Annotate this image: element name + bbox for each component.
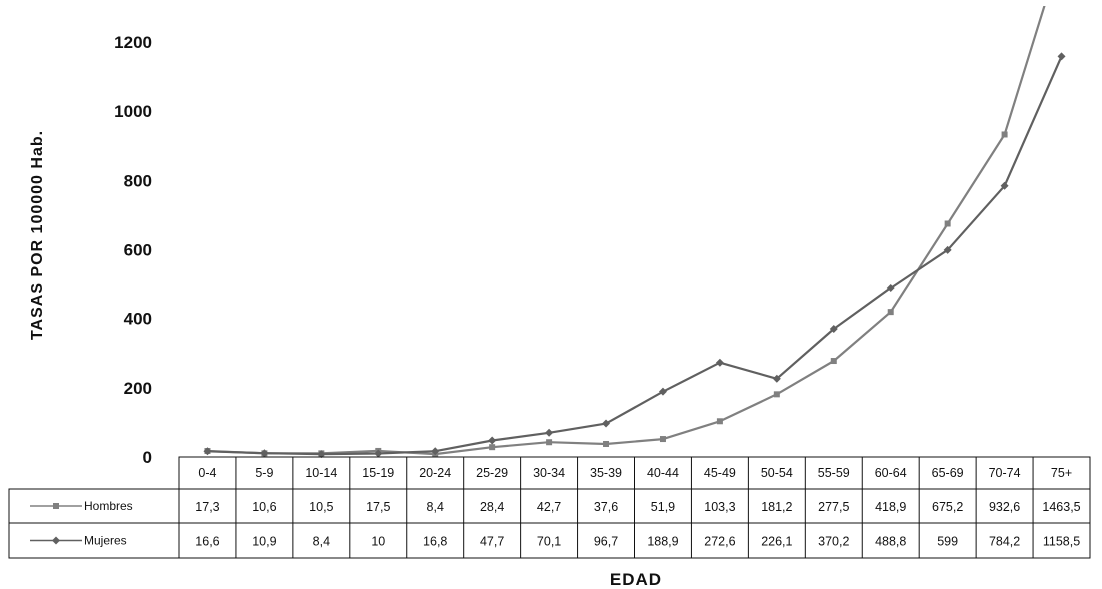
point-mujeres <box>602 419 611 428</box>
legend-label-mujeres: Mujeres <box>84 534 127 548</box>
x-category-label: 40-44 <box>647 466 679 480</box>
data-label: 16,8 <box>423 535 447 549</box>
data-label: 1158,5 <box>1043 535 1080 549</box>
data-label: 10,9 <box>252 535 276 549</box>
point-mujeres <box>545 428 554 437</box>
x-category-label: 70-74 <box>989 466 1021 480</box>
point-mujeres <box>772 374 781 383</box>
x-category-label: 30-34 <box>533 466 565 480</box>
data-label: 37,6 <box>594 500 618 514</box>
point-mujeres <box>488 436 497 445</box>
x-category-label: 45-49 <box>704 466 736 480</box>
point-mujeres <box>317 450 326 459</box>
data-label: 181,2 <box>761 500 792 514</box>
x-axis-title-group: EDAD <box>610 570 662 589</box>
point-mujeres <box>715 358 724 367</box>
point-hombres <box>603 440 610 447</box>
y-tick-label: 1200 <box>114 33 152 52</box>
point-mujeres <box>829 324 838 333</box>
data-label: 370,2 <box>818 535 849 549</box>
data-label: 10,5 <box>309 500 333 514</box>
data-label: 42,7 <box>537 500 561 514</box>
x-category-label: 60-64 <box>875 466 907 480</box>
y-axis-title: TASAS POR 100000 Hab. <box>29 130 46 340</box>
y-tick-label: 200 <box>124 379 152 398</box>
data-label: 70,1 <box>537 535 561 549</box>
x-category-label: 10-14 <box>305 466 337 480</box>
y-tick-labels: 0 200 400 600 800 1000 1200 <box>114 33 152 467</box>
data-label: 675,2 <box>932 500 963 514</box>
point-hombres <box>887 309 894 316</box>
data-label: 16,6 <box>195 535 219 549</box>
point-mujeres <box>943 245 952 254</box>
data-label: 28,4 <box>480 500 504 514</box>
x-category-label: 65-69 <box>932 466 964 480</box>
point-hombres <box>830 358 837 365</box>
y-axis-title-group: TASAS POR 100000 Hab. <box>29 130 46 340</box>
data-label: 96,7 <box>594 535 618 549</box>
legend-label-hombres: Hombres <box>84 499 133 513</box>
point-mujeres <box>260 449 269 458</box>
y-tick-label: 600 <box>124 241 152 260</box>
data-label: 47,7 <box>480 535 504 549</box>
point-hombres <box>546 439 553 446</box>
data-label: 10,6 <box>252 500 276 514</box>
point-hombres <box>944 220 951 227</box>
x-category-label: 50-54 <box>761 466 793 480</box>
data-label: 418,9 <box>875 500 906 514</box>
x-category-label: 5-9 <box>255 466 273 480</box>
y-tick-label: 800 <box>124 171 152 190</box>
series-line-mujeres <box>207 55 1063 456</box>
point-hombres <box>1001 131 1008 138</box>
point-hombres <box>773 391 780 398</box>
data-label: 8,4 <box>427 500 444 514</box>
data-label: 103,3 <box>704 500 735 514</box>
point-hombres <box>659 436 666 443</box>
x-category-label: 35-39 <box>590 466 622 480</box>
plot-area <box>203 6 1066 459</box>
point-mujeres <box>1000 181 1009 190</box>
point-mujeres <box>203 447 212 456</box>
data-label: 17,3 <box>195 500 219 514</box>
data-label: 188,9 <box>647 535 678 549</box>
data-label: 226,1 <box>761 535 792 549</box>
point-mujeres <box>886 283 895 292</box>
point-mujeres <box>374 449 383 458</box>
data-label: 488,8 <box>875 535 906 549</box>
data-label: 784,2 <box>989 535 1020 549</box>
y-tick-label: 400 <box>124 310 152 329</box>
legend-marker-mujeres <box>52 536 60 545</box>
data-label: 8,4 <box>313 535 330 549</box>
point-hombres <box>489 444 496 451</box>
point-mujeres <box>658 387 667 396</box>
y-tick-label: 1000 <box>114 102 152 121</box>
data-label: 932,6 <box>989 500 1020 514</box>
point-mujeres <box>1057 52 1066 61</box>
data-label: 277,5 <box>818 500 849 514</box>
series-line-hombres <box>207 6 1046 456</box>
x-axis-title: EDAD <box>610 570 662 589</box>
x-category-label: 75+ <box>1051 466 1072 480</box>
data-label: 17,5 <box>366 500 390 514</box>
data-label: 51,9 <box>651 500 675 514</box>
x-category-label: 25-29 <box>476 466 508 480</box>
legend-marker-hombres <box>53 503 59 509</box>
x-category-label: 15-19 <box>362 466 394 480</box>
data-label: 599 <box>937 535 958 549</box>
x-category-label: 55-59 <box>818 466 850 480</box>
y-tick-label: 0 <box>143 448 152 467</box>
data-label: 1463,5 <box>1042 500 1080 514</box>
point-mujeres <box>431 447 440 456</box>
x-category-label: 0-4 <box>198 466 216 480</box>
x-category-label: 20-24 <box>419 466 451 480</box>
data-table: 0-4 5-9 10-14 15-19 20-24 25-29 30-34 35-39 40-4… <box>8 456 1091 559</box>
data-label: 272,6 <box>704 535 735 549</box>
point-hombres <box>716 418 723 425</box>
data-label: 10 <box>371 535 385 549</box>
